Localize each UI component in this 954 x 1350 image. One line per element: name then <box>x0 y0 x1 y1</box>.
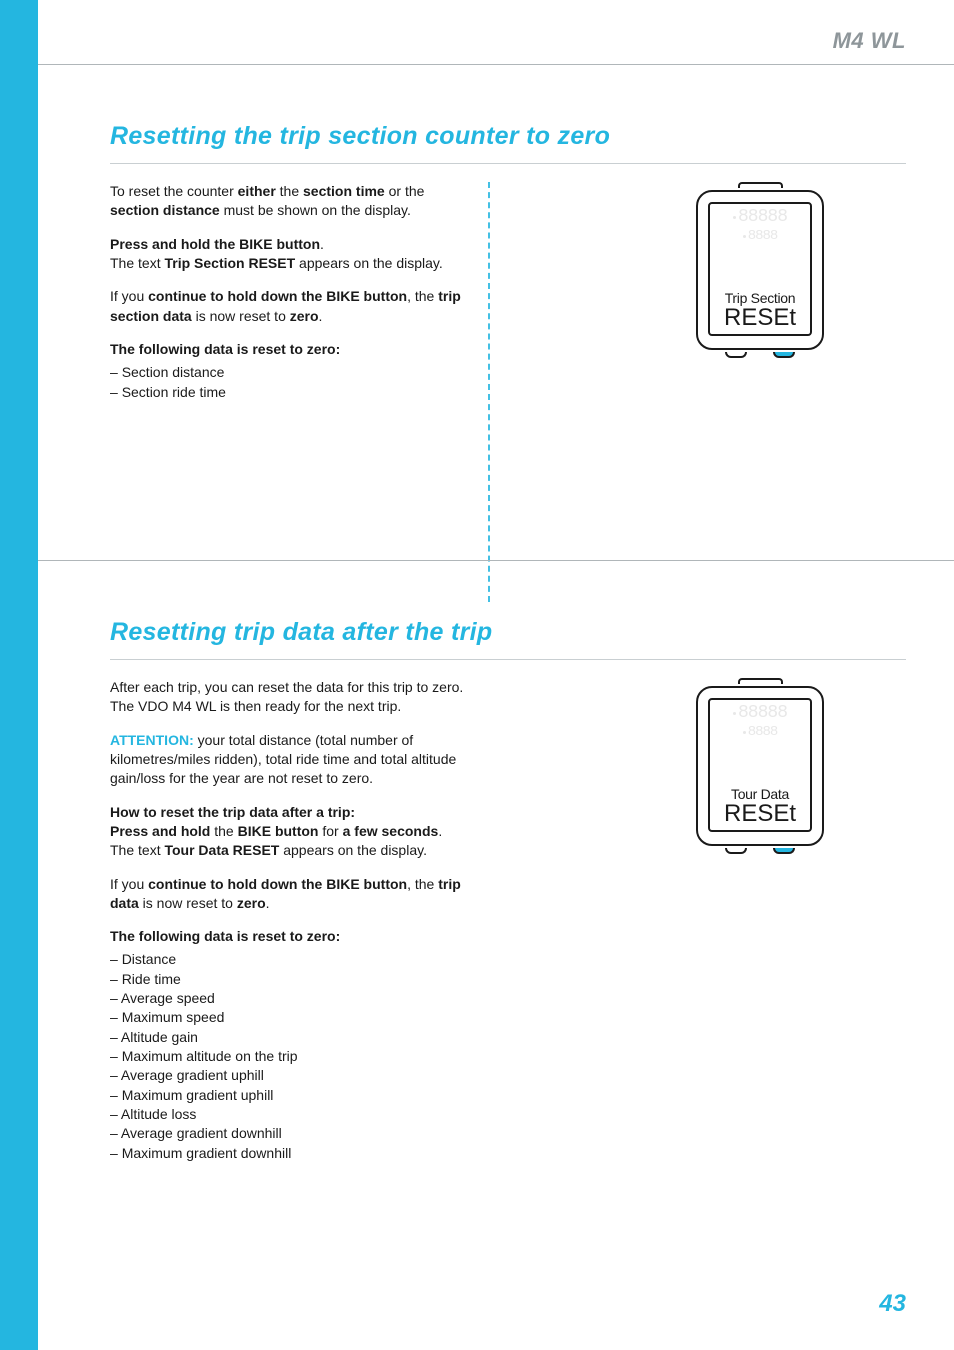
s2-p3-l2-post: . <box>438 823 442 839</box>
s1-p3-m2: is now reset to <box>192 308 290 324</box>
s2-list: DistanceRide timeAverage speedMaximum sp… <box>110 950 470 1162</box>
s2-p5-b: The following data is reset to zero: <box>110 928 340 944</box>
s1-p3-pre: If you <box>110 288 148 304</box>
s1-p2-b1: Press and hold the BIKE button <box>110 236 320 252</box>
section1-title: Resetting the trip section counter to ze… <box>110 122 906 151</box>
s1-intro-b3: section distance <box>110 202 220 218</box>
s2-p4-post: . <box>266 895 270 911</box>
list-item: Section ride time <box>110 383 470 402</box>
list-item: Average gradient uphill <box>110 1066 470 1085</box>
list-item: Altitude loss <box>110 1105 470 1124</box>
s1-p2-l2-post: appears on the display. <box>295 255 443 271</box>
page-body-2: Resetting trip data after the trip After… <box>38 560 954 1278</box>
s2-p3-l3-post: appears on the display. <box>279 842 427 858</box>
s2-p3-l2-b1: Press and hold <box>110 823 210 839</box>
section1-device: 88888 8888 Trip Section RESEt <box>630 182 890 362</box>
list-item: Maximum speed <box>110 1008 470 1027</box>
section1-divider <box>488 182 490 602</box>
list-item: Maximum gradient downhill <box>110 1144 470 1163</box>
s2-p1: After each trip, you can reset the data … <box>110 678 470 717</box>
s2-p3-l2-b2: BIKE button <box>238 823 319 839</box>
s2-p3-l1: How to reset the trip data after a trip: <box>110 804 355 820</box>
device2-line2: RESEt <box>712 802 808 826</box>
s1-intro-m1: the <box>276 183 303 199</box>
list-item: Maximum gradient uphill <box>110 1086 470 1105</box>
s2-p4-b1: continue to hold down the BIKE button <box>148 876 407 892</box>
s1-p2-l2-b: Trip Section RESET <box>164 255 295 271</box>
s1-p2-post: . <box>320 236 324 252</box>
s2-p4-b3: zero <box>237 895 266 911</box>
section2-text: After each trip, you can reset the data … <box>110 678 480 1278</box>
device1-line2: RESEt <box>712 306 808 330</box>
left-accent-bar <box>0 0 38 1350</box>
section-trip-data-reset: Resetting trip data after the trip After… <box>110 618 906 1278</box>
s2-p3-l2-m2: for <box>318 823 342 839</box>
header-model: M4 WL <box>110 28 906 64</box>
list-item: Maximum altitude on the trip <box>110 1047 470 1066</box>
section1-rule <box>110 163 906 164</box>
s2-p4-mid: , the <box>407 876 438 892</box>
s1-p2-l2-pre: The text <box>110 255 164 271</box>
s1-p3-b1: continue to hold down the BIKE button <box>148 288 407 304</box>
s2-p3-l3-b: Tour Data RESET <box>164 842 279 858</box>
s2-p4-m2: is now reset to <box>139 895 237 911</box>
list-item: Distance <box>110 950 470 969</box>
list-item: Average speed <box>110 989 470 1008</box>
section2-rule <box>110 659 906 660</box>
s1-p3-b3: zero <box>290 308 319 324</box>
s2-p3-l2-b3: a few seconds <box>343 823 439 839</box>
page-body: Resetting the trip section counter to ze… <box>38 64 954 602</box>
page-content: M4 WL <box>38 0 954 64</box>
list-item: Section distance <box>110 363 470 382</box>
s1-intro-m2: or the <box>385 183 425 199</box>
s2-attn-label: ATTENTION: <box>110 732 194 748</box>
section2-device: 88888 8888 Tour Data RESEt <box>630 678 890 858</box>
s2-p3-l2-m1: the <box>210 823 237 839</box>
s1-list: Section distanceSection ride time <box>110 363 470 402</box>
s2-p3-l3-pre: The text <box>110 842 164 858</box>
s1-p4-b: The following data is reset to zero: <box>110 341 340 357</box>
list-item: Ride time <box>110 970 470 989</box>
s2-p4-pre: If you <box>110 876 148 892</box>
s1-intro-pre: To reset the counter <box>110 183 238 199</box>
s1-intro-b2: section time <box>303 183 385 199</box>
s1-p3-mid: , the <box>407 288 438 304</box>
section-trip-section-reset: Resetting the trip section counter to ze… <box>110 122 906 602</box>
list-item: Altitude gain <box>110 1028 470 1047</box>
s1-p3-post: . <box>319 308 323 324</box>
page-number: 43 <box>879 1290 906 1318</box>
section1-text: To reset the counter either the section … <box>110 182 480 602</box>
s1-intro-post: must be shown on the display. <box>220 202 411 218</box>
list-item: Average gradient downhill <box>110 1124 470 1143</box>
s1-intro-b1: either <box>238 183 276 199</box>
section2-title: Resetting trip data after the trip <box>110 618 906 647</box>
